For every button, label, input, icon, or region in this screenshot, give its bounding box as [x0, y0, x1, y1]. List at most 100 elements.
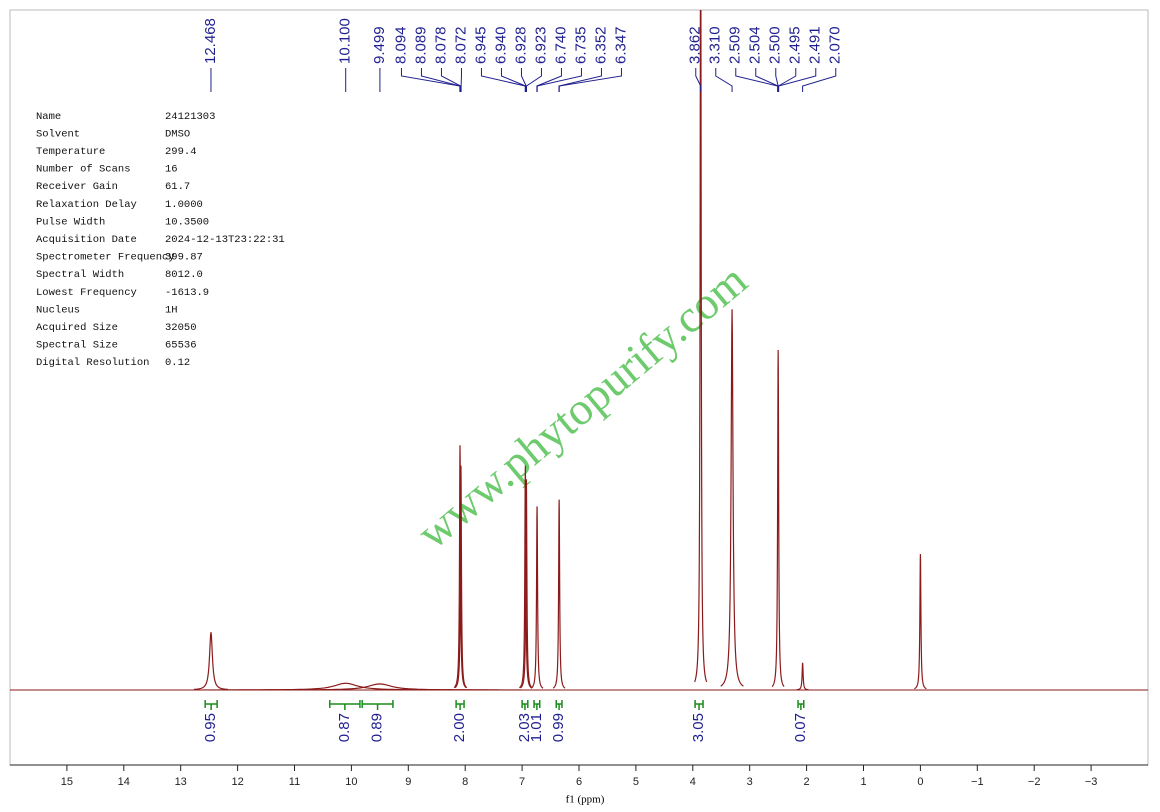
integral-label: 2.03	[516, 713, 533, 742]
peak	[914, 553, 927, 690]
parameter-value: 10.3500	[165, 216, 209, 228]
integral-label: 3.05	[690, 713, 707, 742]
peak	[796, 662, 809, 691]
integral	[533, 700, 541, 710]
peak-leader	[802, 68, 837, 92]
x-tick-label: 4	[690, 776, 696, 788]
parameter-name: Acquisition Date	[36, 234, 137, 246]
peak-label: 8.089	[412, 26, 429, 64]
parameter-name: Spectrometer Frequency	[36, 252, 175, 264]
peak-leader	[558, 68, 622, 92]
integral	[204, 700, 218, 710]
peak-leader	[400, 68, 461, 92]
parameter-value: 24121303	[165, 111, 215, 123]
peak-label: 6.735	[572, 26, 589, 64]
peak-label: 6.352	[592, 26, 609, 64]
peak-label: 12.468	[202, 18, 219, 64]
peak	[237, 683, 523, 691]
peak-label: 8.094	[392, 26, 409, 64]
x-tick-label: 7	[519, 776, 525, 788]
x-tick-label: 2	[804, 776, 810, 788]
integral-label: 1.01	[528, 713, 545, 742]
parameter-name: Receiver Gain	[36, 181, 118, 193]
integral-bracket	[533, 700, 541, 710]
parameter-value: 2024-12-13T23:22:31	[165, 234, 285, 246]
x-tick-label: 0	[917, 776, 923, 788]
peak-label: 8.072	[452, 26, 469, 64]
integral-bracket	[204, 700, 218, 710]
peak-leader	[735, 68, 779, 92]
peak	[552, 499, 566, 689]
peak-label: 2.491	[807, 26, 824, 64]
peak-label: 2.495	[787, 26, 804, 64]
integral-label: 0.07	[792, 713, 809, 742]
integral-bracket	[361, 700, 394, 710]
peak	[453, 445, 467, 689]
integral-label: 0.95	[202, 713, 219, 742]
integral	[521, 700, 529, 710]
integral-bracket	[555, 700, 563, 710]
integral-label: 0.89	[369, 713, 386, 742]
integral-bracket	[694, 700, 704, 710]
parameter-value: DMSO	[165, 128, 190, 140]
peak-label: 6.740	[552, 26, 569, 64]
integral	[361, 700, 394, 710]
x-tick-label: 9	[405, 776, 411, 788]
peak-label: 6.928	[512, 26, 529, 64]
peak-leader	[777, 68, 797, 92]
peak-label: 6.945	[472, 26, 489, 64]
peak-leader	[536, 68, 582, 92]
integral	[455, 700, 465, 710]
x-tick-label: −3	[1085, 776, 1098, 788]
parameter-name: Acquired Size	[36, 322, 118, 334]
parameter-name: Pulse Width	[36, 216, 105, 228]
peak-label: 2.500	[767, 26, 784, 64]
peak-label: 2.509	[727, 26, 744, 64]
integral	[694, 700, 704, 710]
x-tick-label: 12	[231, 776, 243, 788]
parameter-name: Spectral Size	[36, 340, 118, 352]
peak-leader	[525, 68, 542, 92]
peak-label: 10.100	[337, 18, 354, 64]
x-tick-label: 15	[61, 776, 73, 788]
parameter-name: Spectral Width	[36, 269, 124, 281]
x-tick-label: 1	[860, 776, 866, 788]
integral-bracket	[521, 700, 529, 710]
peak	[694, 10, 708, 683]
x-tick-label: 5	[633, 776, 639, 788]
spectrum	[193, 10, 927, 691]
peak-leader	[420, 68, 461, 92]
peak-label: 3.862	[687, 26, 704, 64]
parameter-name: Number of Scans	[36, 164, 131, 176]
integral-bracket	[797, 700, 805, 710]
parameter-name: Relaxation Delay	[36, 199, 137, 211]
peak-label: 3.310	[707, 26, 724, 64]
peak-leader	[755, 68, 779, 92]
peak-label: 8.078	[432, 26, 449, 64]
parameter-value: -1613.9	[165, 287, 209, 299]
parameter-value: 399.87	[165, 252, 203, 264]
peak-label: 6.940	[492, 26, 509, 64]
peak	[193, 632, 229, 691]
x-tick-label: 14	[118, 776, 130, 788]
x-tick-label: 11	[289, 776, 300, 788]
x-tick-label: 8	[462, 776, 468, 788]
parameter-name: Solvent	[36, 128, 80, 140]
parameter-name: Nucleus	[36, 304, 80, 316]
parameter-name: Lowest Frequency	[36, 287, 137, 299]
peak-label: 6.347	[612, 26, 629, 64]
peak	[520, 479, 533, 689]
peak	[518, 465, 532, 689]
parameter-value: 0.12	[165, 357, 190, 369]
peak-leader	[775, 68, 779, 92]
parameter-value: 65536	[165, 340, 197, 352]
parameter-value: 32050	[165, 322, 197, 334]
integral	[329, 700, 361, 710]
parameter-value: 61.7	[165, 181, 190, 193]
parameter-value: 1H	[165, 304, 178, 316]
peak-label: 6.923	[532, 26, 549, 64]
peak-leader	[480, 68, 526, 92]
x-tick-label: 3	[747, 776, 753, 788]
x-tick-label: 10	[345, 776, 357, 788]
